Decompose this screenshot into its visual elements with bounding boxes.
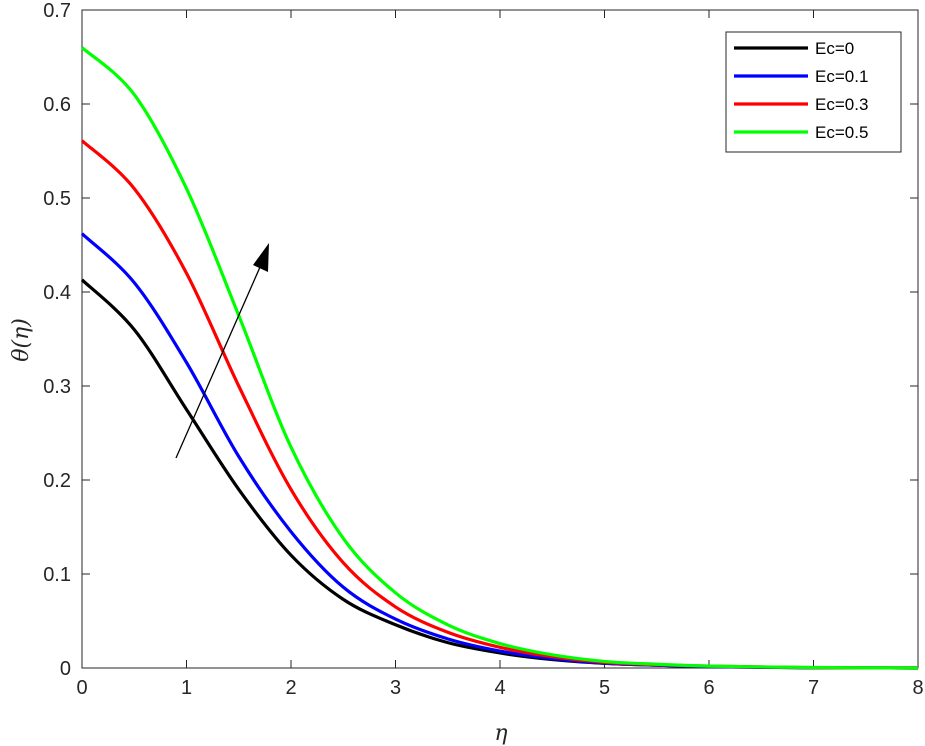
legend-label: Ec=0.5	[815, 123, 868, 142]
y-tick-label: 0.2	[43, 470, 71, 492]
x-tick-label: 5	[599, 677, 610, 699]
series-lines	[80, 46, 919, 670]
x-tick-label: 7	[808, 677, 819, 699]
y-tick-label: 0.3	[43, 376, 71, 398]
x-tick-label: 6	[703, 677, 714, 699]
x-axis-label: η	[494, 721, 507, 746]
x-tick-label: 4	[494, 677, 505, 699]
x-tick-label: 1	[181, 677, 192, 699]
y-tick-label: 0.5	[43, 188, 71, 210]
y-axis-label: θ(η)	[9, 318, 34, 362]
legend: Ec=0 Ec=0.1 Ec=0.3 Ec=0.5	[725, 31, 902, 153]
series-line-3	[80, 46, 919, 670]
y-tick-label: 0.4	[43, 282, 71, 304]
y-tick-label: 0	[60, 658, 71, 680]
legend-label: Ec=0	[815, 39, 854, 58]
increase-arrow-annotation	[175, 243, 269, 459]
x-tick-label: 8	[912, 677, 923, 699]
x-tick-label: 2	[285, 677, 296, 699]
x-tick-label: 3	[390, 677, 401, 699]
axis-ticks: 0 1 2 3 4 5 6 7 8 0 0.1 0.2 0.3 0.4 0.5 0.6 0.7	[43, 0, 923, 699]
legend-label: Ec=0.1	[815, 67, 868, 86]
y-tick-label: 0.7	[43, 0, 71, 22]
legend-label: Ec=0.3	[815, 95, 868, 114]
arrow-shaft	[175, 257, 265, 459]
legend-box	[725, 31, 902, 153]
y-tick-label: 0.6	[43, 94, 71, 116]
arrow-head	[253, 243, 269, 272]
y-tick-label: 0.1	[43, 564, 71, 586]
x-tick-label: 0	[76, 677, 87, 699]
